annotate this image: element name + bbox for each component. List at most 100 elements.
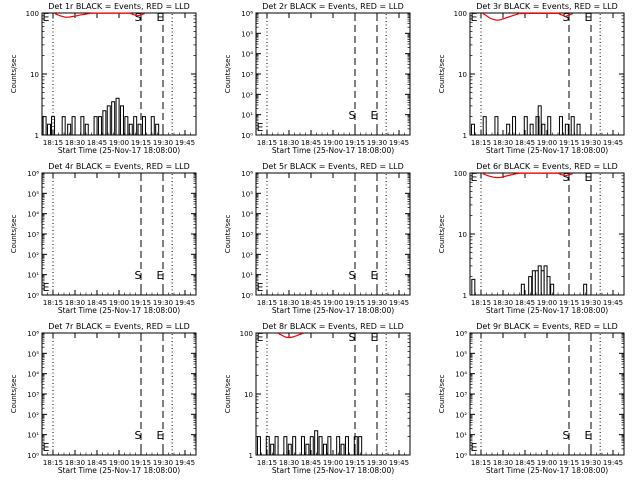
x-tick-label: 18:15 bbox=[257, 139, 277, 147]
x-tick-label: 19:15 bbox=[345, 459, 365, 467]
x-tick-label: 19:45 bbox=[603, 299, 623, 307]
x-tick-label: 18:45 bbox=[87, 139, 107, 147]
y-tick-label: 10⁵ bbox=[455, 350, 467, 358]
panel-title: Det 1r BLACK = Events, RED = LLD bbox=[48, 2, 190, 11]
start-marker-label: E bbox=[257, 281, 264, 294]
plot-frame bbox=[469, 332, 625, 456]
time-marker-label: S bbox=[135, 11, 142, 24]
panel-title: Det 6r BLACK = Events, RED = LLD bbox=[476, 162, 618, 171]
y-tick-label: 1 bbox=[249, 452, 253, 460]
plot-frame bbox=[255, 12, 411, 136]
y-axis-label: Counts/sec bbox=[438, 55, 446, 94]
y-tick-label: 10⁵ bbox=[241, 30, 253, 38]
x-tick-label: 19:30 bbox=[367, 299, 387, 307]
x-tick-label: 19:30 bbox=[367, 459, 387, 467]
panel-8: Det 8r BLACK = Events, RED = LLD 1 10 100 18… bbox=[224, 322, 411, 475]
y-tick-label: 10⁶ bbox=[27, 170, 39, 178]
y-tick-label: 10² bbox=[241, 251, 253, 259]
y-tick-label: 10⁶ bbox=[241, 10, 253, 18]
y-tick-label: 10⁰ bbox=[27, 452, 39, 460]
y-tick-label: 10³ bbox=[455, 391, 467, 399]
y-axis-label: Counts/sec bbox=[224, 215, 232, 254]
time-marker-label: S bbox=[135, 429, 142, 442]
lld-series bbox=[277, 332, 304, 339]
panel-1: Det 1r BLACK = Events, RED = LLD 1 10 100 18… bbox=[10, 2, 197, 155]
y-tick-label: 10¹ bbox=[241, 272, 253, 280]
plot-frame bbox=[41, 172, 197, 296]
x-tick-label: 18:15 bbox=[257, 299, 277, 307]
panel-title: Det 8r BLACK = Events, RED = LLD bbox=[262, 322, 404, 331]
y-tick-label: 10⁴ bbox=[27, 211, 39, 219]
y-tick-label: 10² bbox=[27, 251, 39, 259]
x-tick-label: 18:30 bbox=[493, 299, 513, 307]
y-tick-label: 100 bbox=[26, 10, 39, 18]
x-tick-label: 19:15 bbox=[559, 139, 579, 147]
x-tick-label: 18:15 bbox=[471, 139, 491, 147]
y-tick-label: 10⁴ bbox=[27, 371, 39, 379]
x-tick-label: 19:00 bbox=[323, 299, 343, 307]
x-tick-label: 18:45 bbox=[301, 299, 321, 307]
plot-frame bbox=[255, 332, 411, 456]
x-tick-label: 19:00 bbox=[109, 459, 129, 467]
time-marker-label: E bbox=[157, 269, 164, 282]
start-marker-label: E bbox=[43, 441, 50, 454]
start-marker-label: E bbox=[471, 11, 478, 24]
time-marker-label: E bbox=[371, 109, 378, 122]
x-tick-label: 18:45 bbox=[301, 139, 321, 147]
time-marker-label: S bbox=[349, 269, 356, 282]
x-tick-label: 18:30 bbox=[279, 139, 299, 147]
y-tick-label: 10 bbox=[30, 71, 39, 79]
y-tick-label: 10¹ bbox=[27, 272, 39, 280]
lld-series bbox=[54, 12, 145, 18]
x-tick-label: 18:45 bbox=[515, 299, 535, 307]
x-tick-label: 19:00 bbox=[109, 299, 129, 307]
x-tick-label: 19:30 bbox=[153, 139, 173, 147]
x-tick-label: 19:00 bbox=[537, 299, 557, 307]
x-axis-label: Start Time (25-Nov-17 18:08:00) bbox=[272, 306, 394, 315]
start-marker-label: E bbox=[257, 121, 264, 134]
x-tick-label: 18:30 bbox=[65, 139, 85, 147]
events-series bbox=[471, 265, 588, 296]
x-axis-label: Start Time (25-Nov-17 18:08:00) bbox=[58, 306, 180, 315]
time-marker-label: E bbox=[157, 429, 164, 442]
start-marker-label: E bbox=[471, 171, 478, 184]
y-tick-label: 10⁵ bbox=[27, 190, 39, 198]
x-tick-label: 19:45 bbox=[175, 139, 195, 147]
x-tick-label: 19:15 bbox=[345, 139, 365, 147]
x-tick-label: 19:30 bbox=[581, 459, 601, 467]
x-tick-label: 18:45 bbox=[87, 299, 107, 307]
y-tick-label: 10³ bbox=[27, 231, 39, 239]
x-axis-label: Start Time (25-Nov-17 18:08:00) bbox=[58, 146, 180, 155]
x-tick-label: 19:15 bbox=[559, 459, 579, 467]
x-tick-label: 19:15 bbox=[345, 299, 365, 307]
y-tick-label: 10⁶ bbox=[241, 170, 253, 178]
x-tick-label: 18:15 bbox=[257, 459, 277, 467]
time-marker-label: E bbox=[585, 429, 592, 442]
events-series bbox=[42, 97, 160, 136]
events-series bbox=[256, 430, 363, 456]
time-marker-label: S bbox=[563, 429, 570, 442]
panel-title: Det 4r BLACK = Events, RED = LLD bbox=[48, 162, 190, 171]
x-tick-label: 19:00 bbox=[537, 139, 557, 147]
x-tick-label: 19:00 bbox=[537, 459, 557, 467]
x-tick-label: 18:45 bbox=[301, 459, 321, 467]
panel-3: Det 3r BLACK = Events, RED = LLD 1 10 100 18… bbox=[438, 2, 625, 155]
time-marker-label: E bbox=[157, 11, 164, 24]
time-marker-label: S bbox=[349, 109, 356, 122]
y-tick-label: 10² bbox=[27, 411, 39, 419]
panel-5: Det 5r BLACK = Events, RED = LLD 10⁰ 10¹ 10… bbox=[224, 162, 411, 315]
y-tick-label: 10² bbox=[455, 411, 467, 419]
x-tick-label: 19:45 bbox=[389, 139, 409, 147]
y-tick-label: 10⁴ bbox=[241, 211, 253, 219]
start-marker-label: E bbox=[43, 11, 50, 24]
panel-9: Det 9r BLACK = Events, RED = LLD 10⁰ 10¹ 10… bbox=[438, 322, 625, 475]
x-axis-label: Start Time (25-Nov-17 18:08:00) bbox=[486, 466, 608, 475]
x-tick-label: 19:30 bbox=[581, 299, 601, 307]
time-marker-label: E bbox=[371, 269, 378, 282]
y-axis-label: Counts/sec bbox=[224, 55, 232, 94]
time-marker-label: E bbox=[371, 331, 378, 344]
y-tick-label: 10⁰ bbox=[455, 452, 467, 460]
x-tick-label: 19:45 bbox=[389, 459, 409, 467]
time-marker-label: S bbox=[135, 269, 142, 282]
